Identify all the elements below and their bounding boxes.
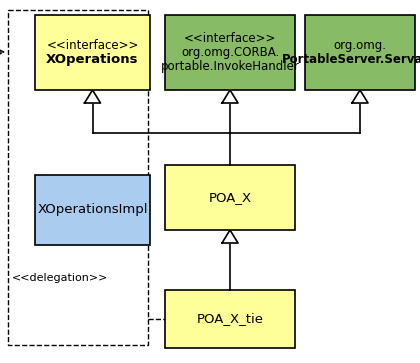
Bar	[165, 165, 295, 230]
Text: POA_X: POA_X	[208, 191, 252, 204]
Bar	[35, 175, 150, 245]
Text: PortableServer.Servant: PortableServer.Servant	[282, 53, 420, 66]
Polygon shape	[352, 90, 368, 103]
Text: org.omg.: org.omg.	[333, 39, 386, 52]
Polygon shape	[84, 90, 100, 103]
Text: POA_X_tie: POA_X_tie	[197, 313, 263, 326]
Bar	[165, 290, 295, 348]
Bar	[8, 10, 148, 345]
Bar	[305, 15, 415, 90]
Polygon shape	[222, 230, 238, 243]
Text: <<interface>>: <<interface>>	[46, 39, 139, 52]
Text: XOperations: XOperations	[46, 53, 139, 66]
Text: portable.InvokeHandler: portable.InvokeHandler	[160, 60, 299, 73]
Polygon shape	[222, 90, 238, 103]
Text: <<delegation>>: <<delegation>>	[12, 273, 108, 283]
Bar	[35, 15, 150, 90]
Text: <<interface>>: <<interface>>	[184, 32, 276, 45]
Bar	[165, 15, 295, 90]
Text: XOperationsImpl: XOperationsImpl	[37, 204, 148, 216]
Text: org.omg.CORBA.: org.omg.CORBA.	[181, 46, 279, 59]
